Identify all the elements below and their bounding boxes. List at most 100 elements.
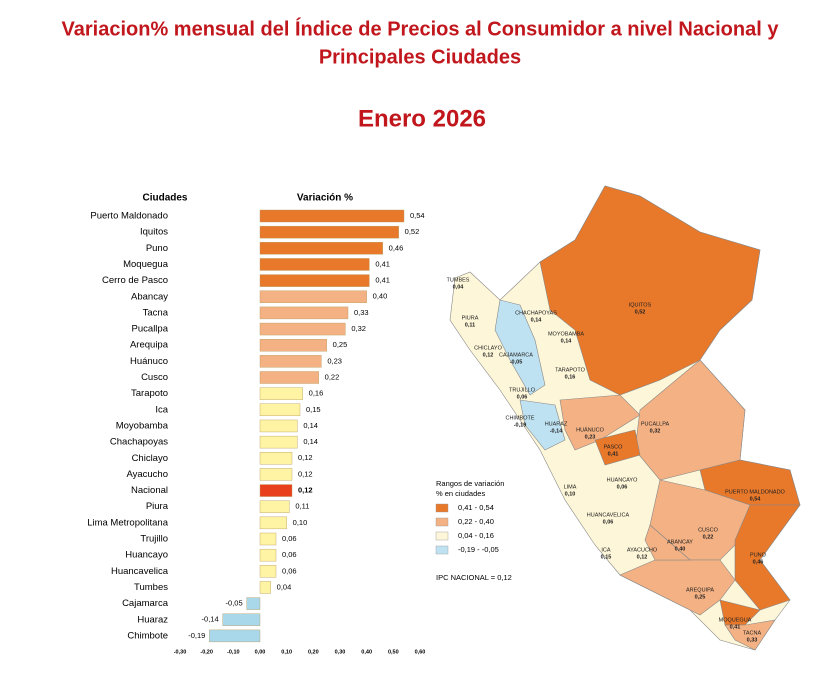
region-value: 0,33 xyxy=(747,637,758,643)
region-name: CAJAMARCA xyxy=(499,352,533,358)
category-label: Cerro de Pasco xyxy=(102,275,168,286)
bar xyxy=(259,484,293,497)
category-label: Arequipa xyxy=(130,340,169,351)
region-value: 0,46 xyxy=(753,559,764,565)
region-name: MOQUEGUA xyxy=(719,617,752,623)
x-tick-label: -0,20 xyxy=(200,649,213,655)
region-value: 0,14 xyxy=(561,338,573,344)
value-label: 0,46 xyxy=(389,243,404,252)
bar xyxy=(259,387,303,400)
legend-swatch xyxy=(435,503,449,513)
legend-swatch xyxy=(435,531,449,541)
bar xyxy=(259,274,370,287)
region-value: -0,14 xyxy=(550,428,563,434)
region-name: CHICLAYO xyxy=(474,345,502,351)
x-tick-label: 0,40 xyxy=(361,649,372,655)
category-label: Tacna xyxy=(143,307,169,318)
x-tick-label: 0,60 xyxy=(415,649,426,655)
category-label: Huaraz xyxy=(137,614,168,625)
column-header: Ciudades xyxy=(142,193,187,204)
legend-title: Rangos de variación xyxy=(436,479,504,488)
region-value: 0,12 xyxy=(483,352,494,358)
legend-swatch xyxy=(435,517,449,527)
x-tick-label: 0,30 xyxy=(335,649,346,655)
region-value: 0,41 xyxy=(608,451,619,457)
bar xyxy=(259,258,370,271)
category-label: Piura xyxy=(146,501,169,512)
region-name: ICA xyxy=(601,547,611,553)
bar xyxy=(259,565,277,578)
value-label: 0,10 xyxy=(293,518,308,527)
region-name: HUANCAVELICA xyxy=(587,512,630,518)
region-value: 0,54 xyxy=(750,496,762,502)
value-label: 0,14 xyxy=(303,437,318,446)
region-name: CUSCO xyxy=(698,527,719,533)
value-label: 0,32 xyxy=(351,324,366,333)
bar xyxy=(259,225,399,239)
region-name: AYACUCHO xyxy=(627,547,658,553)
region-value: 0,14 xyxy=(531,317,543,323)
bar xyxy=(259,371,319,384)
value-label: -0,14 xyxy=(202,615,219,624)
legend-label: 0,41 - 0,54 xyxy=(458,503,494,512)
value-label: -0,19 xyxy=(188,631,205,640)
category-label: Moyobamba xyxy=(116,420,169,431)
value-label: 0,25 xyxy=(333,340,348,349)
region-name: HUÁNUCO xyxy=(576,426,605,433)
bar xyxy=(259,548,277,562)
bar xyxy=(246,597,261,610)
value-label: 0,06 xyxy=(282,550,297,559)
region-name: LIMA xyxy=(564,484,577,490)
value-label: 0,16 xyxy=(309,389,324,398)
bar xyxy=(259,306,349,320)
region-value: 0,52 xyxy=(635,309,646,315)
region-value: 0,32 xyxy=(650,428,661,434)
bar xyxy=(209,629,261,643)
category-label: Pucallpa xyxy=(132,324,169,335)
bar xyxy=(259,532,277,546)
region-value: 0,10 xyxy=(565,491,576,497)
bar xyxy=(259,355,322,368)
value-label: 0,41 xyxy=(375,259,390,268)
bar xyxy=(222,613,261,626)
region-value: 0,06 xyxy=(603,519,614,525)
region-value: 0,22 xyxy=(703,534,714,540)
category-label: Lima Metropolitana xyxy=(87,517,169,528)
category-label: Huánuco xyxy=(130,356,168,367)
legend-title: % en ciudades xyxy=(436,489,485,498)
region-name: PUNO xyxy=(750,552,767,558)
category-label: Puerto Maldonado xyxy=(90,211,168,222)
x-tick-label: -0,30 xyxy=(174,649,187,655)
region-name: MOYOBAMBA xyxy=(548,331,584,337)
category-label: Chiclayo xyxy=(132,453,168,464)
category-label: Tumbes xyxy=(134,582,168,593)
region-name: TARAPOTO xyxy=(555,367,585,373)
region-name: AREQUIPA xyxy=(686,587,714,593)
bar xyxy=(259,242,383,255)
region-name: CHACHAPOYAS xyxy=(515,310,557,316)
value-label: 0,12 xyxy=(298,469,313,478)
category-label: Huancavelica xyxy=(111,566,169,577)
region-value: -0,19 xyxy=(514,422,527,428)
value-label: 0,33 xyxy=(354,308,369,317)
category-label: Nacional xyxy=(131,485,168,496)
value-label: 0,06 xyxy=(282,534,297,543)
x-tick-label: 0,00 xyxy=(255,649,266,655)
legend-label: 0,04 - 0,16 xyxy=(458,531,494,540)
bar xyxy=(259,581,271,594)
category-label: Iquitos xyxy=(140,227,168,238)
region-name: PASCO xyxy=(604,444,624,450)
category-label: Chimbote xyxy=(127,630,168,641)
bar xyxy=(259,435,298,449)
legend-label: -0,19 - -0,05 xyxy=(458,545,499,554)
bar xyxy=(259,500,290,513)
category-label: Moquegua xyxy=(123,259,169,270)
value-label: 0,11 xyxy=(295,502,309,511)
region-name: TUMBES xyxy=(447,277,470,283)
region-name: ABANCAY xyxy=(667,539,693,545)
category-label: Ica xyxy=(155,404,168,415)
category-label: Trujillo xyxy=(140,534,168,545)
x-tick-label: 0,50 xyxy=(388,649,399,655)
bar xyxy=(259,209,405,223)
